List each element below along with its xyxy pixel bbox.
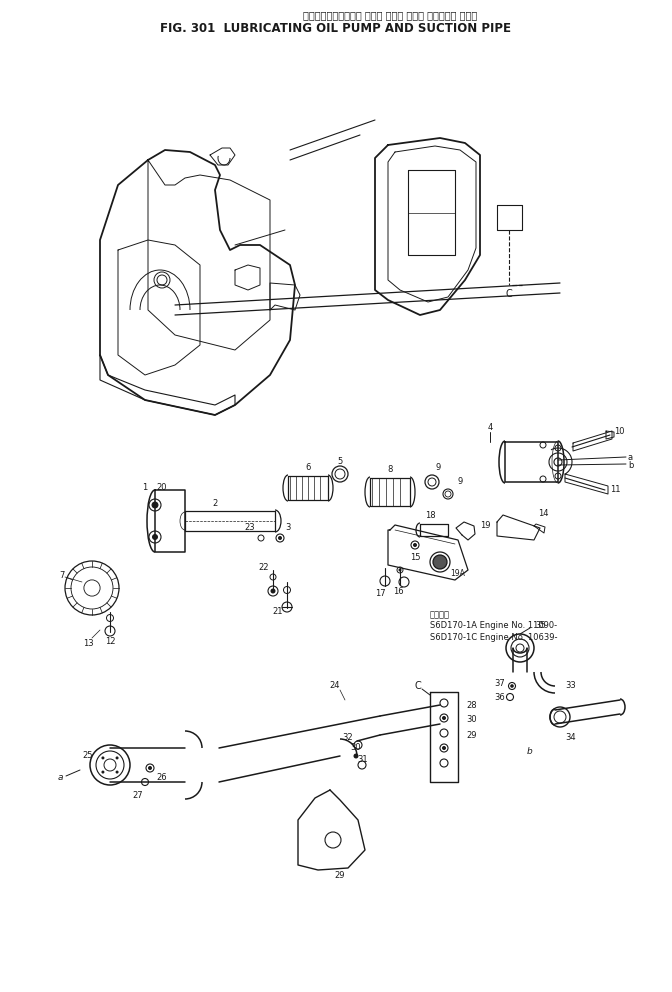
Text: 15: 15: [410, 554, 420, 562]
Circle shape: [116, 757, 118, 760]
Text: 8: 8: [387, 465, 392, 474]
Text: 27: 27: [132, 792, 143, 801]
Text: 37: 37: [495, 680, 505, 688]
Circle shape: [413, 543, 417, 547]
Circle shape: [101, 771, 104, 774]
Text: 3: 3: [285, 524, 290, 533]
Text: 適用号簺: 適用号簺: [430, 610, 450, 619]
Text: 35: 35: [535, 622, 546, 631]
Text: 9: 9: [435, 463, 441, 472]
Text: ルーブリケーティング オイル ポンプ および サクション パイプ: ルーブリケーティング オイル ポンプ および サクション パイプ: [303, 10, 477, 20]
Text: C: C: [415, 681, 421, 691]
Text: 16: 16: [392, 587, 403, 596]
Circle shape: [442, 746, 446, 750]
Text: 10: 10: [614, 428, 624, 436]
Text: 12: 12: [105, 637, 116, 646]
Text: 34: 34: [565, 733, 576, 742]
Text: 33: 33: [565, 681, 576, 689]
Text: 32: 32: [343, 732, 353, 741]
Text: 29: 29: [335, 872, 345, 881]
Text: 21: 21: [273, 607, 284, 616]
Text: S6D170-1A Engine No. 11090-: S6D170-1A Engine No. 11090-: [430, 622, 557, 631]
Text: 18: 18: [425, 512, 435, 521]
Text: 28: 28: [466, 701, 476, 710]
Circle shape: [101, 757, 104, 760]
Circle shape: [271, 588, 276, 593]
Text: 30: 30: [351, 743, 362, 753]
Text: 23: 23: [245, 524, 255, 533]
Text: C: C: [505, 289, 512, 299]
Text: 7: 7: [59, 570, 65, 579]
Text: FIG. 301  LUBRICATING OIL PUMP AND SUCTION PIPE: FIG. 301 LUBRICATING OIL PUMP AND SUCTIO…: [161, 23, 511, 36]
Text: 13: 13: [83, 639, 93, 648]
Text: 11: 11: [610, 485, 620, 494]
Circle shape: [398, 568, 401, 571]
Text: 14: 14: [538, 509, 548, 518]
Text: 24: 24: [330, 682, 340, 690]
Circle shape: [442, 716, 446, 720]
Text: 1: 1: [142, 482, 148, 491]
Text: 5: 5: [337, 456, 343, 465]
Text: 19A: 19A: [450, 569, 465, 578]
Text: b: b: [527, 748, 533, 757]
Text: 26: 26: [157, 774, 167, 783]
Circle shape: [353, 754, 358, 759]
Circle shape: [152, 502, 158, 508]
Text: 20: 20: [157, 482, 167, 491]
Text: 9: 9: [458, 477, 463, 486]
Text: 31: 31: [358, 756, 368, 765]
Circle shape: [278, 536, 282, 540]
Text: 6: 6: [305, 463, 310, 472]
Text: 25: 25: [83, 751, 93, 760]
Circle shape: [433, 555, 447, 569]
Text: S6D170-1C Engine No. 10639-: S6D170-1C Engine No. 10639-: [430, 633, 558, 642]
Text: b: b: [628, 460, 634, 469]
Text: 2: 2: [212, 500, 218, 509]
Text: 17: 17: [375, 588, 385, 597]
Circle shape: [116, 771, 118, 774]
Text: a: a: [57, 774, 62, 783]
Text: a: a: [628, 453, 633, 462]
Circle shape: [152, 534, 158, 540]
Text: 4: 4: [487, 424, 493, 433]
Circle shape: [148, 766, 152, 770]
Circle shape: [510, 684, 514, 687]
Text: 30: 30: [466, 715, 476, 724]
Text: 22: 22: [259, 563, 269, 572]
Text: 19: 19: [480, 521, 491, 530]
Text: 36: 36: [495, 693, 505, 702]
Text: 29: 29: [466, 730, 476, 739]
